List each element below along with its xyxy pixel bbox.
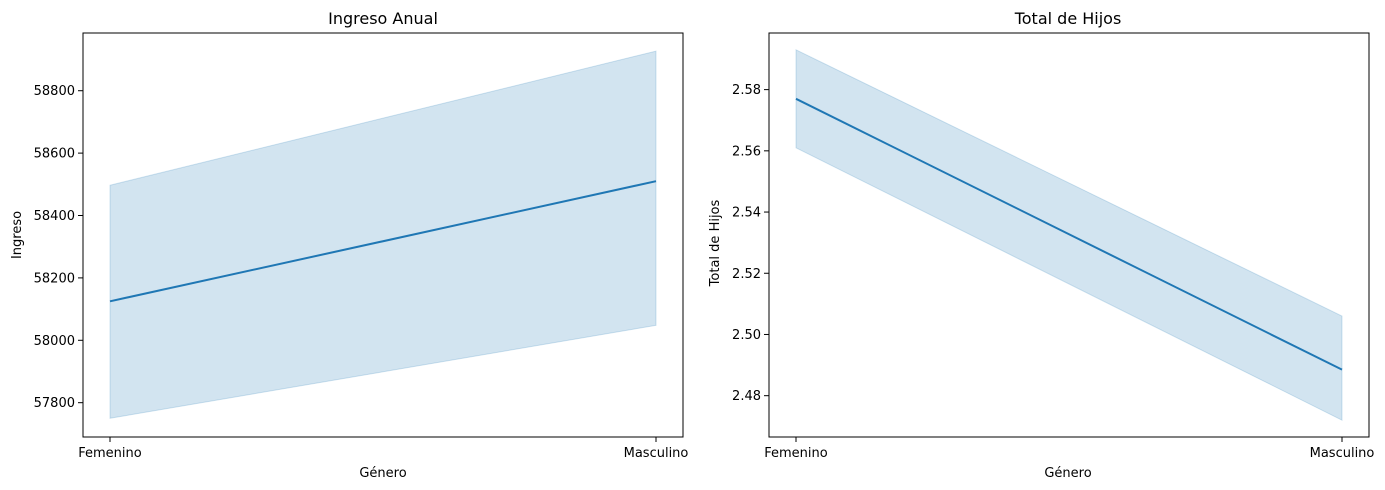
y-axis-label: Ingreso — [10, 211, 25, 259]
series-line — [795, 97, 1343, 371]
chart-ingreso-anual: Ingreso Anual 57800580005820058400586005… — [10, 9, 688, 481]
x-tick-label: Masculino — [624, 446, 689, 461]
x-axis: Femenino Masculino — [78, 437, 688, 461]
y-tick-label: 58000 — [34, 334, 75, 349]
y-axis: 57800 58000 58200 58400 58600 58800 — [34, 84, 83, 411]
y-tick-label: 58400 — [34, 209, 75, 224]
y-tick-label: 58200 — [34, 271, 75, 286]
y-tick-label: 57800 — [34, 396, 75, 411]
y-axis-label: Total de Hijos — [708, 199, 723, 287]
plot-frame — [768, 32, 1370, 438]
y-tick-label: 2.58 — [732, 83, 761, 98]
chart-title: Ingreso Anual — [328, 9, 438, 28]
x-tick-label: Masculino — [1310, 446, 1375, 461]
y-tick-label: 2.56 — [732, 144, 761, 159]
y-tick-label: 2.48 — [732, 389, 761, 404]
series-line — [109, 180, 657, 303]
confidence-band — [109, 50, 657, 419]
plot-frame — [82, 32, 684, 438]
x-tick-label: Femenino — [78, 446, 142, 461]
chart-total-de-hijos: Total de Hijos 2.482.502.522.542.562.58 … — [708, 9, 1374, 481]
x-axis-label: Género — [359, 466, 406, 481]
chart-title: Total de Hijos — [1014, 9, 1122, 28]
y-tick-label: 2.50 — [732, 328, 761, 343]
y-tick-label: 58600 — [34, 147, 75, 162]
y-tick-label: 2.52 — [732, 267, 761, 282]
x-tick-label: Femenino — [764, 446, 828, 461]
x-axis-label: Género — [1044, 466, 1091, 481]
y-tick-label: 2.54 — [732, 206, 761, 221]
y-axis: 2.48 2.50 2.52 2.54 2.56 2.58 — [732, 83, 769, 404]
x-axis: Femenino Masculino — [764, 437, 1374, 461]
y-tick-label: 58800 — [34, 84, 75, 99]
